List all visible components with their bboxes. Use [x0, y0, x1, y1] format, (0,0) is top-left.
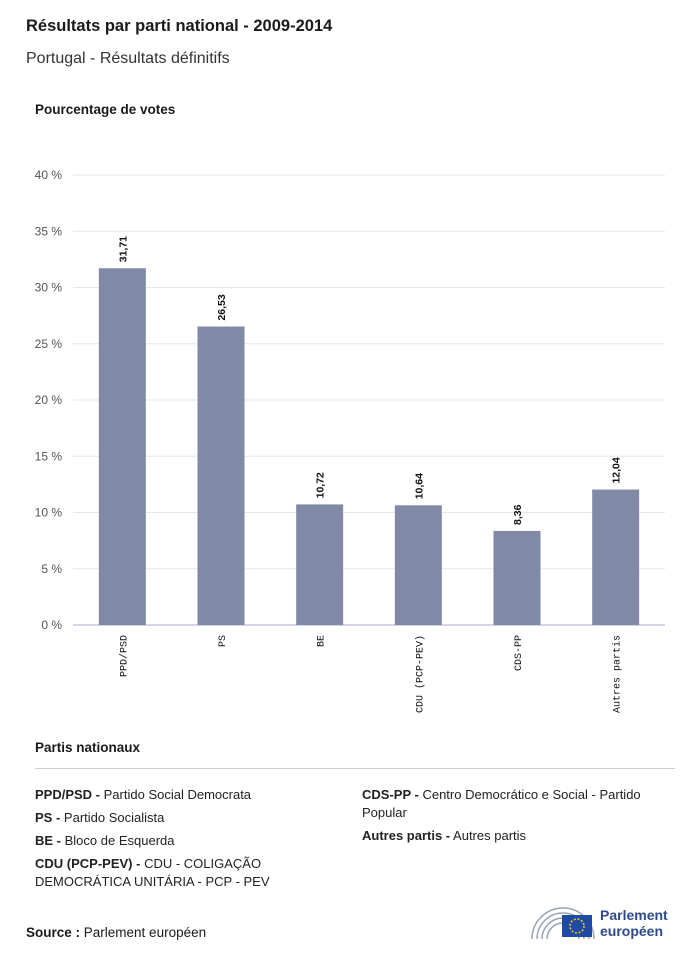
legend-name: CDU - COLIGAÇÃO DEMOCRÁTICA UNITÁRIA - P…: [35, 856, 270, 889]
logo-line-1: Parlement: [600, 907, 668, 923]
bar: [197, 326, 245, 625]
y-tick-label: 0 %: [41, 618, 62, 632]
y-axis-label: Pourcentage de votes: [35, 102, 176, 117]
page-title: Résultats par parti national - 2009-2014: [26, 17, 333, 35]
x-tick-label: CDU (PCP-PEV): [414, 635, 426, 713]
y-tick-label: 20 %: [35, 393, 63, 407]
legend-item: CDU (PCP-PEV) - CDU - COLIGAÇÃO DEMOCRÁT…: [35, 855, 335, 891]
legend-divider: [35, 768, 675, 769]
x-tick-label: PPD/PSD: [118, 635, 130, 677]
legend-item: Autres partis - Autres partis: [362, 827, 662, 845]
logo-line-2: européen: [600, 923, 664, 939]
data-label: 10,72: [315, 472, 327, 498]
logo-text: Parlement européen: [600, 907, 668, 939]
data-label: 10,64: [413, 473, 425, 499]
legend-name: Partido Social Democrata: [103, 787, 252, 802]
legend-name: Partido Socialista: [63, 810, 165, 825]
hemicycle-icon: [531, 907, 595, 940]
legend-abbr: BE -: [35, 833, 61, 848]
y-tick-label: 40 %: [35, 168, 63, 182]
legend-column-left: PPD/PSD - Partido Social Democrata PS - …: [35, 786, 335, 896]
legend-column-right: CDS-PP - Centro Democrático e Social - P…: [362, 786, 662, 850]
legend-item: PPD/PSD - Partido Social Democrata: [35, 786, 335, 804]
bar: [493, 530, 541, 625]
source-label: Source :: [26, 925, 81, 940]
legend-abbr: PS -: [35, 810, 61, 825]
data-label: 26,53: [216, 294, 228, 320]
y-tick-label: 25 %: [35, 337, 63, 351]
source-note: Source : Parlement européen: [26, 925, 206, 940]
bar: [592, 489, 640, 625]
legend-name: Autres partis: [453, 828, 527, 843]
legend-abbr: CDU (PCP-PEV) -: [35, 856, 141, 871]
parliament-logo: Parlement européen: [528, 899, 678, 941]
y-tick-label: 5 %: [41, 562, 62, 576]
data-label: 12,04: [611, 457, 623, 483]
bar: [394, 505, 442, 625]
y-tick-label: 30 %: [35, 281, 63, 295]
legend-item: CDS-PP - Centro Democrático e Social - P…: [362, 786, 662, 822]
x-tick-label: BE: [317, 635, 328, 647]
legend-name: Centro Democrático e Social - Partido Po…: [362, 787, 641, 820]
y-tick-label: 35 %: [35, 224, 63, 238]
bar: [98, 268, 146, 625]
y-tick-label: 10 %: [35, 506, 63, 520]
legend-name: Bloco de Esquerda: [64, 833, 175, 848]
legend-abbr: Autres partis -: [362, 828, 451, 843]
bar: [296, 504, 344, 625]
legend-title: Partis nationaux: [35, 740, 141, 755]
x-tick-label: PS: [218, 635, 229, 647]
x-tick-label: Autres partis: [612, 635, 624, 713]
legend-abbr: CDS-PP -: [362, 787, 419, 802]
data-label: 31,71: [117, 236, 129, 262]
source-value: Parlement européen: [83, 925, 207, 940]
legend-abbr: PPD/PSD -: [35, 787, 101, 802]
legend-item: PS - Partido Socialista: [35, 809, 335, 827]
data-label: 8,36: [512, 504, 524, 525]
legend-item: BE - Bloco de Esquerda: [35, 832, 335, 850]
page-subtitle: Portugal - Résultats définitifs: [26, 50, 230, 67]
y-tick-label: 15 %: [35, 449, 63, 463]
bar-chart: 0 % 5 % 10 % 15 % 20 % 25 % 30 % 35 % 40 % 31,71 P…: [35, 168, 665, 713]
x-tick-label: CDS-PP: [514, 635, 525, 671]
